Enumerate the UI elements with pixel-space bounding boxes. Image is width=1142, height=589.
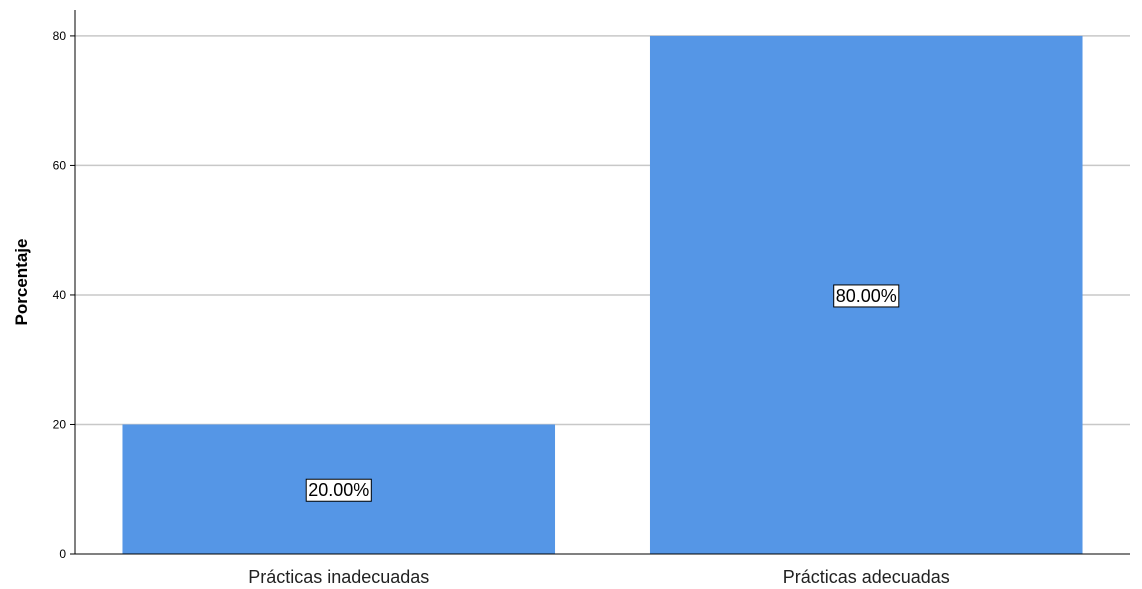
- data-label-text: 80.00%: [836, 286, 897, 306]
- y-axis-title: Porcentaje: [12, 239, 31, 326]
- data-label-text: 20.00%: [308, 480, 369, 500]
- data-label-box: [305, 478, 372, 502]
- y-tick-label: 60: [53, 158, 67, 172]
- x-axis-category-labels: Prácticas inadecuadas Prácticas adecuadas: [248, 567, 950, 587]
- y-tick-label: 20: [53, 417, 67, 431]
- data-label-box: [833, 284, 900, 308]
- y-axis-ticks: 0 20 40 60 80: [53, 29, 75, 561]
- y-tick-label: 80: [53, 29, 67, 43]
- y-tick-label: 0: [59, 547, 66, 561]
- y-tick-label: 40: [53, 288, 67, 302]
- data-labels: 20.00% 80.00%: [305, 284, 900, 502]
- axes: [74, 10, 1130, 555]
- data-label: 20.00%: [305, 478, 372, 502]
- x-category-label: Prácticas inadecuadas: [248, 567, 429, 587]
- data-label: 80.00%: [833, 284, 900, 308]
- x-category-label: Prácticas adecuadas: [783, 567, 950, 587]
